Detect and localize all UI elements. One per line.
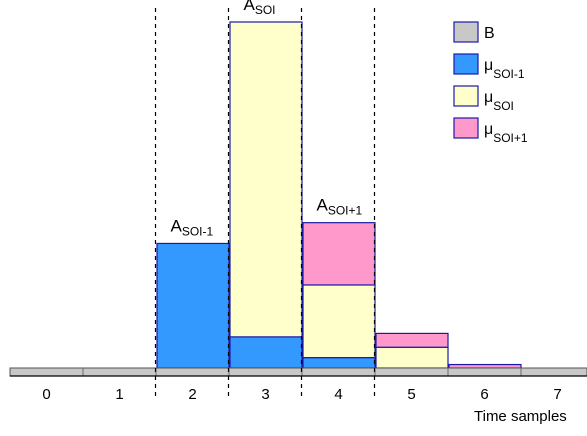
annotation-label: ASOI+1: [317, 196, 363, 218]
legend-swatch-mu_cur: [453, 85, 479, 107]
legend-label-mu_next: μSOI+1: [484, 121, 528, 145]
divider-layer: [154, 8, 376, 400]
x-tick-label: 6: [480, 386, 488, 403]
x-tick-label: 7: [553, 386, 561, 403]
annotation-label: ASOI-1: [171, 216, 214, 238]
bar-mu_next-x5: [375, 332, 449, 348]
legend-label-mu_prev: μSOI-1: [484, 57, 525, 81]
bars-layer: [156, 21, 522, 369]
baseline-layer: [9, 367, 587, 377]
bar-mu_cur-x4: [302, 284, 376, 359]
x-tick-label: 1: [115, 386, 123, 403]
x-tick-label: 3: [261, 386, 269, 403]
bar-mu_cur-x3: [229, 21, 303, 338]
legend-swatch-mu_prev: [453, 53, 479, 75]
x-tick-label: 2: [188, 386, 196, 403]
x-tick-label: 4: [334, 386, 342, 403]
bar-mu_prev-x2: [156, 242, 230, 369]
legend-swatch-mu_next: [453, 117, 479, 139]
bar-mu_prev-x4: [302, 357, 376, 369]
bar-mu_next-x4: [302, 222, 376, 286]
legend-swatch-B: [453, 21, 479, 43]
tick-layer: 0 1 2 3 4 5 6 7: [42, 386, 561, 403]
x-axis-label: Time samples: [474, 408, 567, 425]
bar-B-baseline: [9, 367, 587, 377]
x-tick-label: 0: [42, 386, 50, 403]
annotation-label: ASOI: [244, 0, 276, 17]
annotation-layer: ASOI-1 ASOI ASOI+1: [171, 0, 363, 238]
bar-mu_prev-x3: [229, 336, 303, 369]
legend-label-mu_cur: μSOI: [484, 89, 514, 113]
bar-mu_next-x6: [448, 363, 522, 369]
legend-label-B: B: [484, 25, 495, 42]
bar-mu_cur-x5: [375, 346, 449, 369]
x-tick-label: 5: [407, 386, 415, 403]
